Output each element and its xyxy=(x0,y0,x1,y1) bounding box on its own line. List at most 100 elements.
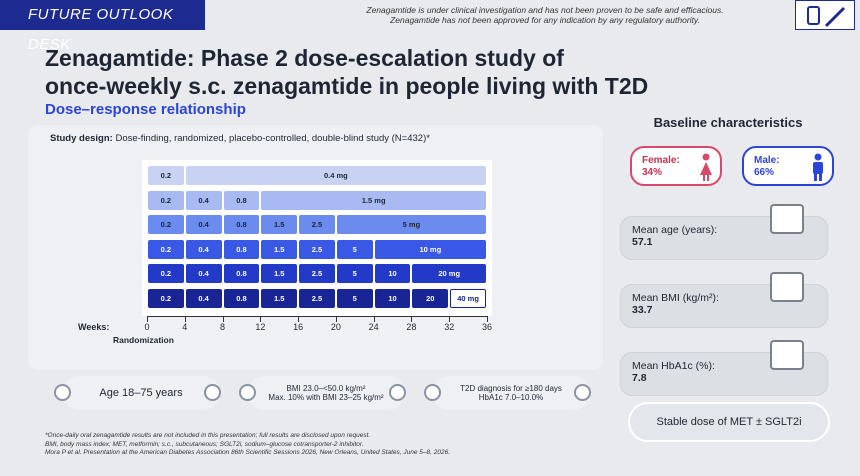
week-tick xyxy=(487,316,488,322)
week-label: 36 xyxy=(481,322,493,332)
female-label: Female: xyxy=(642,155,680,166)
week-label: 8 xyxy=(220,322,226,332)
criterion-dot xyxy=(574,384,591,401)
dose-cell: 0.2 xyxy=(148,264,184,283)
dose-cell: 5 xyxy=(336,288,373,308)
dose-cell: 5 xyxy=(336,239,373,259)
footnote: Mora P et al. Presentation at the Americ… xyxy=(45,449,451,456)
subtitle: Dose–response relationship xyxy=(45,101,246,118)
card-icon xyxy=(770,272,804,302)
dose-cell: 5 mg xyxy=(336,215,486,234)
dose-cell: 0.2 xyxy=(148,215,184,234)
title-line: Zenagamtide: Phase 2 dose-escalation stu… xyxy=(45,45,564,71)
study-design-text: Dose-finding, randomized, placebo-contro… xyxy=(115,133,430,144)
baseline-card: Mean HbA1c (%): 7.8 xyxy=(620,340,828,396)
dose-cell: 0.2 xyxy=(148,166,184,185)
study-design: Study design: Dose-finding, randomized, … xyxy=(50,133,430,144)
criterion-text: Age 18–75 years xyxy=(99,387,183,399)
female-icon xyxy=(700,153,712,181)
icon xyxy=(795,0,855,30)
dose-cell: 0.8 xyxy=(223,239,260,259)
week-tick xyxy=(335,316,337,322)
dose-cell: 40 mg xyxy=(450,288,486,308)
male-label: Male: xyxy=(754,155,780,166)
study-design-label: Study design: xyxy=(50,133,113,144)
dose-cell: 0.2 xyxy=(148,239,184,259)
female-value: 34% xyxy=(642,167,663,178)
week-tick xyxy=(449,316,451,322)
dose-cell: 0.4 xyxy=(185,239,222,259)
stable-dose: Stable dose of MET ± SGLT2i xyxy=(628,402,830,442)
dose-cell: 0.4 xyxy=(185,264,222,283)
footnote: BMI, body mass index; MET, metformin; s.… xyxy=(45,440,364,448)
card-label: Mean HbA1c (%): xyxy=(632,360,715,372)
male-value: 66% xyxy=(754,167,775,178)
dose-cell: 1.5 xyxy=(261,239,298,259)
criterion-dot xyxy=(204,384,221,401)
male-pill: Male: 66% xyxy=(742,146,834,186)
week-label: 4 xyxy=(182,322,188,332)
dose-cell: 1.5 xyxy=(261,215,298,234)
footnote: *Once-daily oral zenagamtide results are… xyxy=(45,432,371,439)
dose-cell: 1.5 xyxy=(261,288,298,308)
male-icon xyxy=(813,153,823,181)
criterion-text: HbA1c 7.0–10.0% xyxy=(478,393,544,402)
criterion-dot xyxy=(424,384,441,401)
week-label: 20 xyxy=(330,322,341,332)
dose-cell: 0.8 xyxy=(223,288,260,308)
week-label: 0 xyxy=(144,322,150,332)
dose-cell: 2.5 xyxy=(299,288,335,308)
criterion-pill: T2D diagnosis for ≥180 days HbA1c 7.0–10.… xyxy=(432,376,590,410)
baseline-heading: Baseline characteristics xyxy=(653,115,803,130)
dose-cell: 10 xyxy=(374,264,411,283)
icon-graphic xyxy=(807,6,846,28)
female-pill: Female: 34% xyxy=(630,146,722,186)
footnotes: *Once-daily oral zenagamtide results are… xyxy=(45,432,450,458)
dose-cell: 0.8 xyxy=(223,190,260,210)
dose-cell: 0.4 mg xyxy=(185,166,486,185)
dose-cell: 10 xyxy=(374,288,411,308)
dose-cell: 5 xyxy=(336,264,373,283)
dose-cell: 20 xyxy=(412,288,449,308)
dose-cell: 10 mg xyxy=(374,239,486,259)
criterion-dot xyxy=(239,384,256,401)
weeks-label: Weeks: xyxy=(78,322,110,332)
dose-cell: 0.8 xyxy=(223,215,260,234)
dose-cell: 1.5 mg xyxy=(261,190,486,210)
card-value: 7.8 xyxy=(632,372,647,384)
card-value: 33.7 xyxy=(632,304,653,316)
week-tick xyxy=(373,316,375,322)
dose-cell: 20 mg xyxy=(412,264,486,283)
disclaimer: Zenagamtide is under clinical investigat… xyxy=(300,5,790,25)
dose-cell: 0.4 xyxy=(185,215,222,234)
week-tick xyxy=(298,316,300,322)
criterion-text: BMI 23.0–<50.0 kg/m² xyxy=(286,384,366,393)
baseline-card: Mean age (years): 57.1 xyxy=(620,204,828,260)
dose-cell: 2.5 xyxy=(299,239,335,259)
dose-cell: 0.4 xyxy=(185,190,222,210)
dose-cell: 2.5 xyxy=(299,264,335,283)
criterion-text: Max. 10% with BMI 23–25 kg/m² xyxy=(268,393,384,402)
card-icon xyxy=(770,204,804,234)
week-tick xyxy=(222,316,224,322)
axis-line xyxy=(147,316,487,317)
week-label: 28 xyxy=(406,322,417,332)
week-tick xyxy=(147,316,148,322)
dose-cell: 2.5 xyxy=(299,215,335,234)
dose-cell: 0.8 xyxy=(223,264,260,283)
dose-cell: 1.5 xyxy=(261,264,298,283)
week-label: 12 xyxy=(255,322,266,332)
week-label: 16 xyxy=(293,322,304,332)
criterion-dot xyxy=(54,384,71,401)
week-tick xyxy=(411,316,413,322)
dose-cell: 0.2 xyxy=(148,288,184,308)
title: Zenagamtide: Phase 2 dose-escalation stu… xyxy=(45,44,648,100)
card-label: Mean age (years): xyxy=(632,224,718,236)
baseline-card: Mean BMI (kg/m²): 33.7 xyxy=(620,272,828,328)
dose-cell: 0.2 xyxy=(148,190,184,210)
card-icon xyxy=(770,340,804,370)
criterion-dot xyxy=(389,384,406,401)
card-label: Mean BMI (kg/m²): xyxy=(632,292,719,304)
criterion-text: T2D diagnosis for ≥180 days xyxy=(460,384,562,393)
